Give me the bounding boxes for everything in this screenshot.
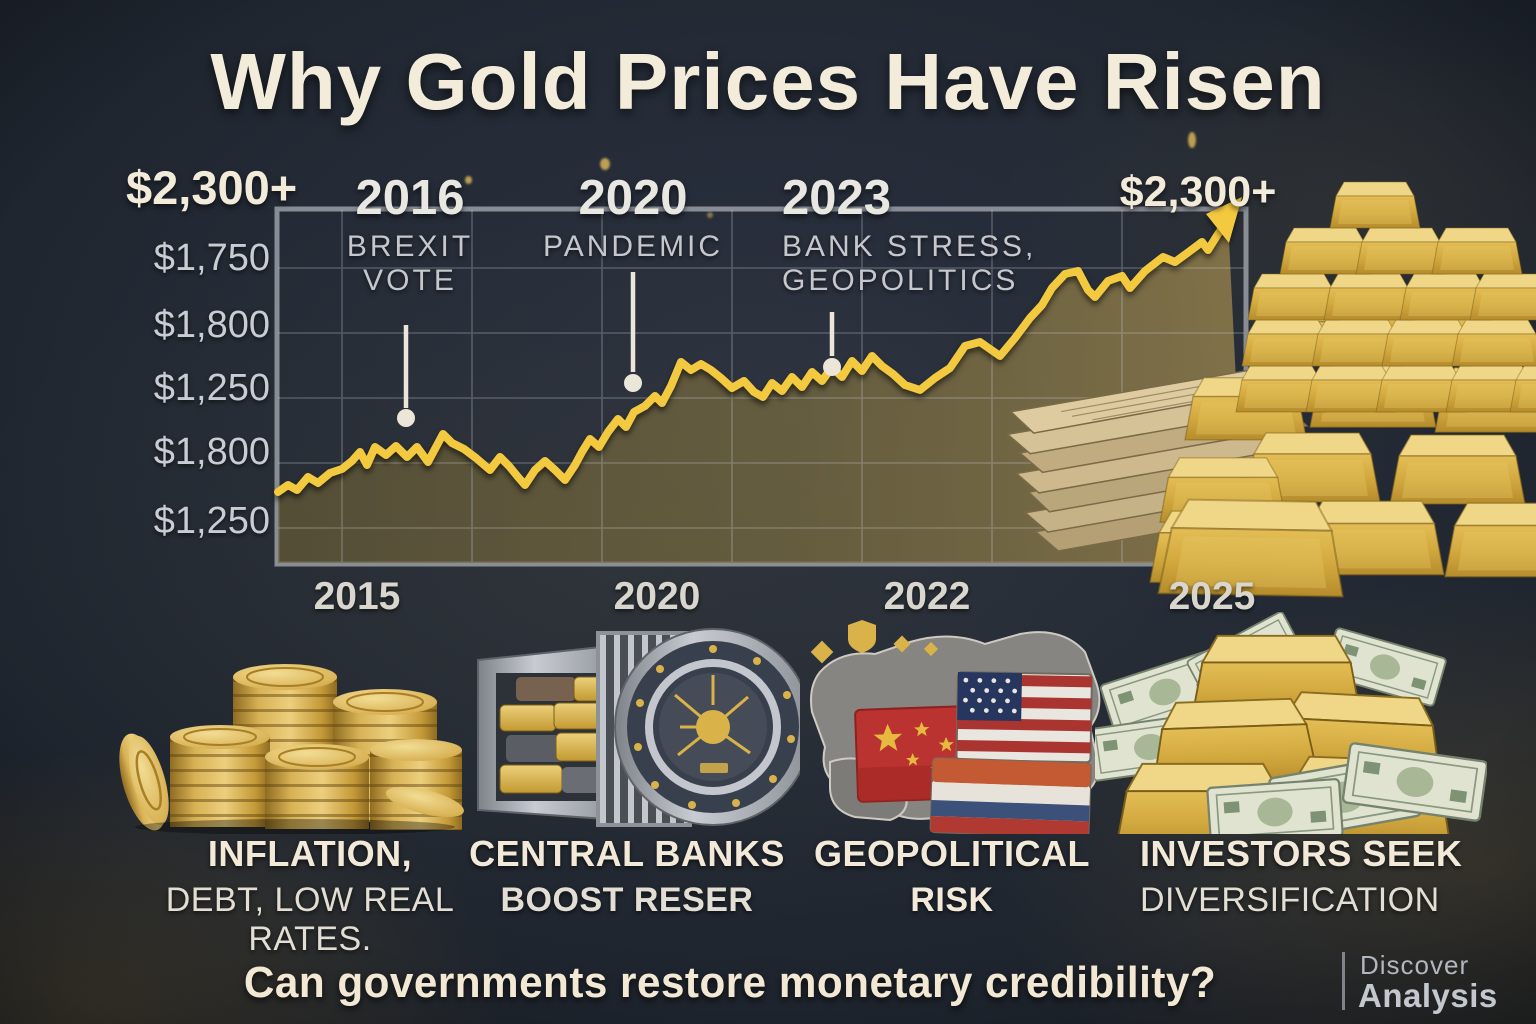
annotation-label: BANK STRESS, (782, 230, 1037, 263)
world-map-flags-icon (810, 620, 1101, 834)
y-tick: $1,250 (153, 500, 270, 542)
y-axis-top-label: $2,300+ (126, 161, 298, 214)
annotation-2016: 2016 BREXIT VOTE (300, 170, 520, 298)
vault-door (614, 628, 800, 826)
gold-speck (1188, 132, 1196, 148)
annotation-year: 2020 (578, 171, 688, 225)
pointer-dot-2023 (823, 358, 841, 376)
x-tick: 2025 (1168, 575, 1256, 618)
annotation-label: GEOPOLITICS (782, 264, 1019, 297)
brand-divider (1342, 952, 1345, 1010)
annotation-2023: 2023 BANK STRESS, GEOPOLITICS (782, 170, 1082, 298)
gold-and-cash-icon (1095, 612, 1487, 834)
page-title: Why Gold Prices Have Risen (210, 37, 1326, 126)
annotation-label: VOTE (363, 264, 457, 297)
gold-speck (707, 212, 713, 218)
y-tick: $1,800 (153, 304, 270, 346)
bank-vault-icon (477, 628, 800, 827)
y-tick: $1,800 (153, 431, 270, 473)
section-investors: INVESTORS SEEK DIVERSIFICATION (1140, 833, 1510, 920)
footer-question: Can governments restore monetary credibi… (243, 958, 1217, 1007)
section-title: INFLATION, (207, 833, 413, 874)
x-tick: 2022 (883, 575, 971, 618)
section-geopolitical: GEOPOLITICAL RISK (802, 833, 1102, 920)
section-subtitle: DIVERSIFICATION (1140, 881, 1440, 919)
brand-name-top: Discover (1360, 950, 1470, 980)
gold-speck (465, 176, 472, 184)
section-title: GEOPOLITICAL (814, 833, 1090, 874)
annotation-year: 2023 (782, 171, 892, 225)
x-tick: 2020 (613, 575, 701, 618)
annotation-year: 2016 (355, 171, 465, 225)
y-tick: $1,250 (153, 367, 270, 409)
pointer-dot-2016 (397, 409, 415, 427)
price-line (274, 216, 1232, 496)
coin-stacks (119, 664, 464, 834)
gold-speck (600, 158, 610, 170)
annotation-label: PANDEMIC (542, 230, 724, 263)
end-price-label: $2,300+ (1119, 168, 1277, 216)
vault-gold-bars (499, 676, 609, 794)
brand-name-bottom: Analysis (1358, 977, 1498, 1014)
section-inflation: INFLATION, DEBT, LOW REAL RATES. (105, 833, 515, 959)
annotation-2020: 2020 PANDEMIC (523, 170, 743, 264)
tricolor-flag (929, 757, 1092, 834)
annotation-label: BREXIT (346, 230, 474, 263)
x-tick: 2015 (313, 575, 401, 618)
us-flag (955, 671, 1093, 764)
pointer-dot-2020 (624, 374, 642, 392)
section-subtitle: RISK (910, 881, 994, 919)
section-title: INVESTORS SEEK (1140, 833, 1463, 874)
price-area (278, 220, 1245, 563)
section-central-banks: CENTRAL BANKS BOOST RESER (447, 833, 807, 920)
section-title: CENTRAL BANKS (469, 833, 785, 874)
trend-arrow-head (1206, 197, 1242, 243)
y-tick: $1,750 (153, 237, 270, 279)
section-subtitle: BOOST RESER (500, 881, 754, 919)
gold-coins-icon (119, 664, 464, 834)
tilted-coin (119, 733, 169, 831)
section-subtitle: DEBT, LOW REAL RATES. (165, 881, 455, 958)
annotation-pointers (397, 272, 841, 427)
